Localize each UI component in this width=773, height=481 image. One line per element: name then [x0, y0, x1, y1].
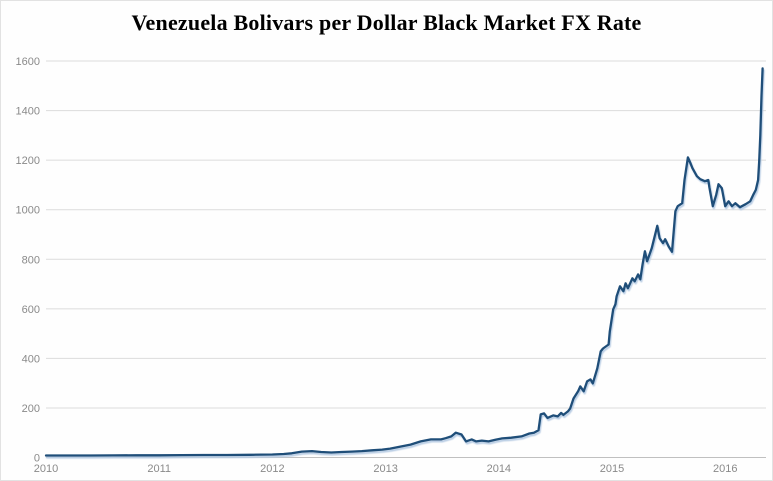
x-axis-tick-label: 2016 — [713, 463, 737, 475]
x-axis-tick-label: 2011 — [147, 463, 171, 475]
chart-title: Venezuela Bolivars per Dollar Black Mark… — [131, 10, 642, 35]
x-axis-tick-label: 2014 — [487, 463, 511, 475]
fx-rate-series-line — [44, 67, 764, 457]
x-axis-tick-label: 2015 — [600, 463, 624, 475]
y-axis-tick-label: 600 — [22, 304, 40, 316]
y-axis-tick-label: 1200 — [16, 155, 40, 167]
x-axis-tick-label: 2012 — [260, 463, 284, 475]
x-axis-tick-label: 2010 — [34, 463, 58, 475]
x-axis-tick-label: 2013 — [373, 463, 397, 475]
y-axis-tick-label: 1400 — [16, 106, 40, 118]
y-axis-tick-label: 1000 — [16, 205, 40, 217]
y-axis-tick-label: 200 — [22, 403, 40, 415]
y-axis-tick-label: 800 — [22, 254, 40, 266]
y-axis-tick-label: 0 — [34, 453, 40, 465]
y-axis-tick-label: 400 — [22, 353, 40, 365]
y-axis-tick-label: 1600 — [16, 56, 40, 68]
